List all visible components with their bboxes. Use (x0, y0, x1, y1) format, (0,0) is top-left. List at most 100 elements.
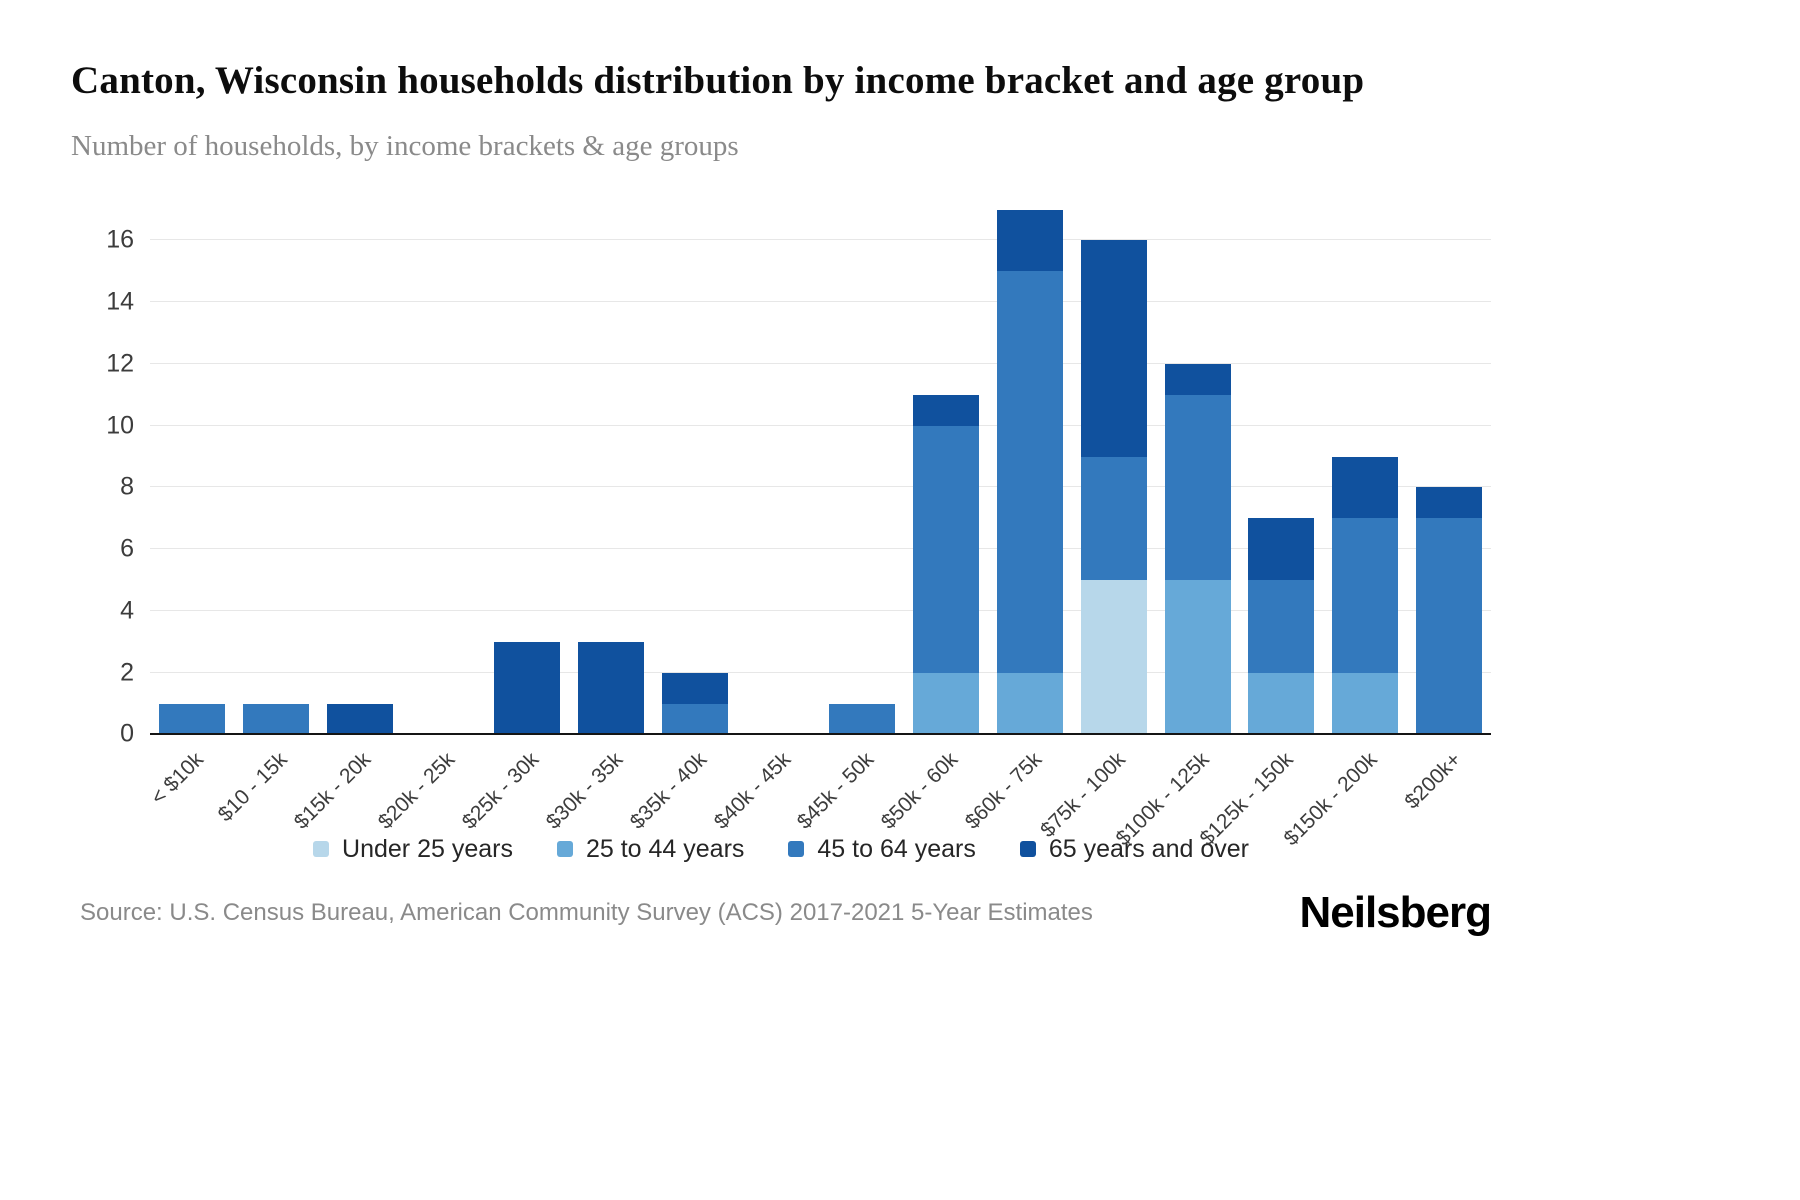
x-axis-labels: < $10k $10 - 15k $15k - 20k $20k - 25k $25k … (147, 734, 1491, 850)
bar-10k[interactable] (158, 209, 225, 735)
bar-200k[interactable] (1416, 209, 1483, 735)
gridline (150, 609, 1491, 611)
legend-label: 65 years and over (1048, 834, 1249, 863)
source-text: Source: U.S. Census Bureau, American Com… (80, 899, 1093, 927)
bar-slot (318, 209, 402, 735)
page-title: Canton, Wisconsin households distributio… (71, 59, 1365, 102)
bar-segment[interactable] (997, 271, 1064, 673)
x-tick-label: $50k - 60k (876, 748, 963, 835)
bar-25k-30k[interactable] (494, 209, 561, 735)
bar-slot (737, 209, 821, 734)
bars-row (150, 209, 1491, 735)
bar-75k-100k[interactable] (1080, 209, 1147, 735)
gridline (150, 239, 1491, 241)
bar-slot (1072, 209, 1156, 735)
bar-50k-60k[interactable] (913, 209, 980, 735)
bar-segment[interactable] (1080, 456, 1147, 581)
plot-wrap: 0 2 4 6 8 10 12 14 16 (71, 209, 1491, 746)
bar-segment[interactable] (661, 672, 728, 704)
bar-slot (1323, 209, 1407, 735)
y-tick-label: 12 (106, 349, 134, 378)
gridline (150, 301, 1491, 303)
x-tick-label: $10 - 15k (213, 748, 292, 827)
legend-swatch (788, 841, 805, 858)
bar-segment[interactable] (1164, 363, 1231, 395)
x-tick-label: $35k - 40k (625, 748, 712, 835)
bar-slot (150, 209, 234, 735)
gridline (150, 486, 1491, 488)
legend-label: 45 to 64 years (817, 834, 976, 863)
y-tick-label: 8 (120, 472, 134, 501)
bar-slot (569, 209, 653, 735)
bar-segment[interactable] (1248, 580, 1315, 673)
bar-segment[interactable] (158, 703, 225, 735)
y-tick-label: 16 (106, 225, 134, 254)
bar-10-15k[interactable] (242, 209, 309, 735)
y-tick-label: 0 (120, 719, 134, 748)
x-tick-label: $60k - 75k (960, 748, 1047, 835)
x-tick-label: $30k - 35k (541, 748, 628, 835)
bar-segment[interactable] (1332, 518, 1399, 673)
legend-item-under-25-years[interactable]: Under 25 years (313, 835, 513, 864)
legend-swatch (556, 841, 573, 858)
bar-segment[interactable] (1164, 394, 1231, 581)
stacked-bar-chart: 0 2 4 6 8 10 12 14 16 < $10k $10 - 15k $15k - 20k $… (71, 209, 1491, 870)
chart-footer: Source: U.S. Census Bureau, American Com… (71, 888, 1492, 938)
y-axis: 0 2 4 6 8 10 12 14 16 (71, 209, 150, 746)
bar-100k-125k[interactable] (1164, 209, 1231, 735)
legend: Under 25 years 25 to 44 years 45 to 64 yea… (71, 828, 1491, 870)
bar-segment[interactable] (913, 672, 980, 735)
plot-area (150, 209, 1491, 736)
bar-35k-40k[interactable] (661, 209, 728, 735)
bar-40k-45k[interactable] (746, 209, 812, 734)
bar-slot (988, 209, 1072, 735)
x-axis-line (150, 733, 1491, 736)
bar-15k-20k[interactable] (326, 209, 393, 735)
bar-segment[interactable] (1332, 672, 1399, 735)
bar-segment[interactable] (1164, 580, 1231, 735)
bar-segment[interactable] (242, 703, 309, 735)
bar-segment[interactable] (1248, 518, 1315, 581)
bar-segment[interactable] (913, 425, 980, 673)
x-tick-label: $200k+ (1399, 748, 1466, 814)
bar-45k-50k[interactable] (829, 209, 896, 735)
bar-segment[interactable] (997, 672, 1064, 735)
bar-slot (1407, 209, 1491, 735)
bar-segment[interactable] (494, 641, 561, 735)
y-tick-label: 14 (106, 287, 134, 316)
bar-150k-200k[interactable] (1332, 209, 1399, 735)
legend-item-45-to-64-years[interactable]: 45 to 64 years (788, 834, 976, 864)
bar-segment[interactable] (1080, 580, 1147, 735)
bar-segment[interactable] (326, 703, 393, 735)
bar-125k-150k[interactable] (1248, 209, 1315, 735)
gridline (150, 671, 1491, 673)
bar-segment[interactable] (997, 209, 1064, 272)
bar-segment[interactable] (661, 703, 728, 735)
bar-slot (1156, 209, 1240, 735)
gridline (150, 548, 1491, 550)
bar-slot (904, 209, 988, 735)
bar-segment[interactable] (829, 703, 896, 735)
bar-60k-75k[interactable] (997, 209, 1064, 735)
bar-segment[interactable] (1416, 487, 1483, 519)
bar-slot (653, 209, 737, 735)
bar-30k-35k[interactable] (577, 209, 644, 735)
bar-segment[interactable] (1080, 240, 1147, 457)
y-tick-label: 4 (120, 596, 134, 625)
bar-segment[interactable] (1332, 456, 1399, 519)
y-tick-label: 2 (120, 658, 134, 687)
chart-subtitle: Number of households, by income brackets… (71, 130, 739, 163)
x-tick-label: $15k - 20k (290, 748, 376, 835)
legend-item-65-years-and-over[interactable]: 65 years and over (1019, 834, 1249, 864)
bar-20k-25k[interactable] (410, 209, 476, 734)
bar-slot (1240, 209, 1324, 735)
bar-segment[interactable] (913, 394, 980, 426)
gridline (150, 362, 1491, 364)
legend-item-25-to-44-years[interactable]: 25 to 44 years (556, 835, 744, 864)
bar-segment[interactable] (1248, 672, 1315, 735)
x-tick-label: $45k - 50k (793, 748, 879, 835)
gridline (150, 424, 1491, 426)
legend-swatch (1019, 841, 1036, 858)
bar-segment[interactable] (577, 641, 644, 735)
bar-segment[interactable] (1416, 518, 1483, 735)
